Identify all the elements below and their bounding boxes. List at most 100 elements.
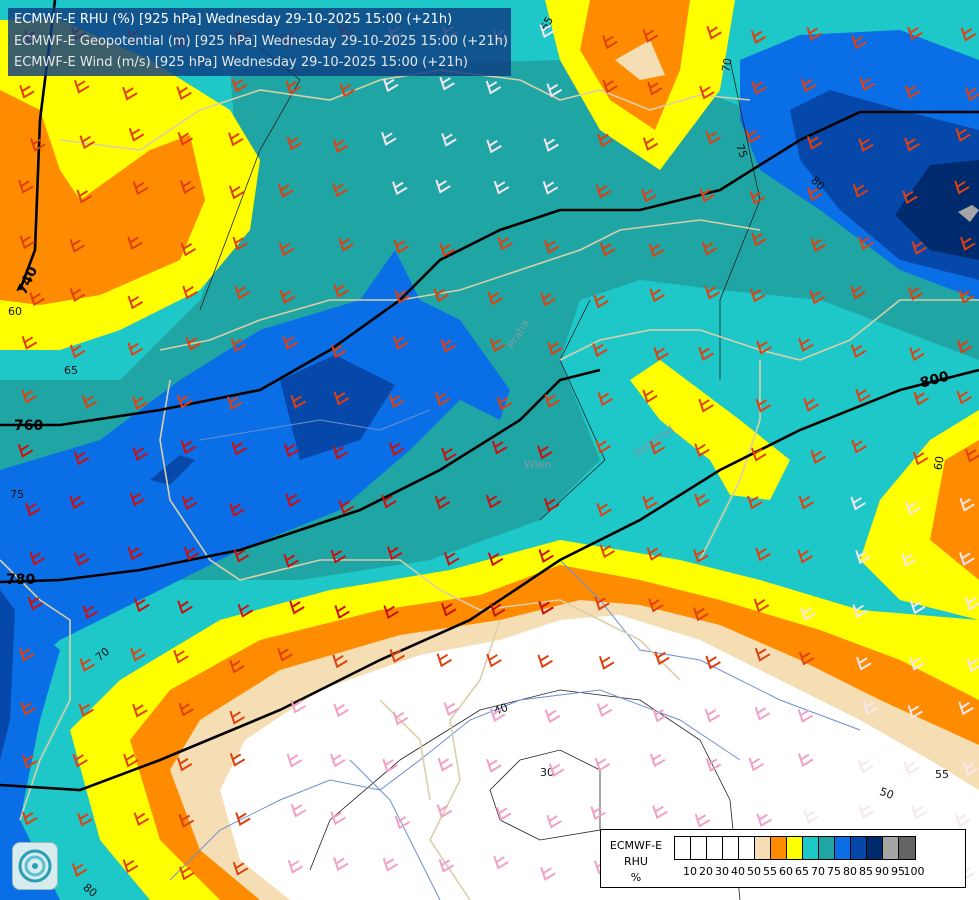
wind-barb (693, 607, 709, 622)
rhu-label: 40 (492, 701, 510, 718)
wind-barb (127, 342, 143, 357)
legend-ticks: 10 20 30 40 50 55 60 65 70 75 80 85 90 95 100 (674, 865, 964, 879)
wind-barb (856, 656, 872, 671)
legend-tick-label: 90 (875, 865, 889, 878)
wind-barb (27, 596, 44, 611)
wind-barb (389, 649, 406, 663)
wind-barb (232, 861, 249, 876)
wind-barb (21, 389, 38, 404)
wind-barb (383, 605, 399, 620)
wind-barb (600, 242, 616, 257)
rhu-80-area-tongue (0, 250, 510, 690)
wind-barb (180, 242, 197, 257)
wind-barb (439, 243, 455, 258)
wind-barb (597, 133, 613, 148)
wind-barb (965, 87, 979, 102)
wind-barb (493, 855, 509, 870)
wind-barb (810, 450, 826, 464)
wind-barb (290, 394, 306, 409)
wind-barb (489, 603, 506, 618)
wind-barb (756, 813, 772, 828)
wind-barb (282, 336, 298, 350)
wind-barb (20, 701, 36, 716)
wind-barb (642, 495, 658, 510)
wind-barb (486, 139, 502, 154)
wind-barb (19, 235, 36, 250)
wind-barb (179, 866, 195, 881)
wind-barb (705, 655, 721, 670)
legend-swatches (674, 836, 916, 860)
wind-barb (852, 604, 868, 619)
wind-barb (381, 132, 397, 146)
wind-barb (330, 753, 346, 768)
wind-barb (807, 187, 823, 202)
rhu-80-area-sw (0, 600, 60, 900)
wind-barb (176, 394, 193, 409)
wind-barb (546, 83, 563, 98)
wind-barb (285, 80, 301, 95)
wind-barb (229, 659, 245, 674)
wind-barb (286, 136, 303, 151)
wind-barb (333, 283, 349, 298)
wind-barb (540, 867, 556, 881)
wind-barb (134, 598, 150, 613)
wind-barb (648, 598, 664, 613)
wind-barb (907, 26, 923, 41)
wind-barb (544, 498, 560, 512)
rhu-60-area-nw (0, 90, 205, 305)
wind-barb (693, 549, 709, 563)
wind-barb (903, 761, 920, 775)
wind-barb (69, 288, 86, 302)
wind-barb (232, 236, 248, 251)
rivers (169, 409, 861, 900)
legend-tick-label: 65 (795, 865, 809, 878)
wind-barb (176, 757, 193, 772)
wind-barb (129, 492, 146, 507)
wind-barb (544, 709, 561, 724)
legend-title-line: RHU (624, 855, 648, 868)
wind-barb (537, 445, 553, 460)
wind-barb (751, 80, 767, 95)
wind-barb (809, 290, 826, 305)
wind-barb (439, 76, 455, 91)
wind-barb (597, 392, 614, 407)
wind-barb (338, 237, 354, 252)
wind-barb (954, 180, 970, 195)
wind-barb (493, 180, 510, 195)
wind-barb (233, 548, 250, 563)
rhu-95-area-ne (958, 205, 979, 222)
legend-swatch (723, 837, 739, 859)
wind-barb (18, 647, 35, 662)
wind-barb (592, 343, 608, 358)
wind-barb (228, 185, 245, 200)
wind-barb (443, 552, 460, 566)
rhu-label: 50 (878, 785, 896, 802)
wind-barb (859, 77, 875, 92)
wind-barb (22, 754, 38, 769)
wind-barb (123, 753, 139, 768)
rhu-label: 55 (935, 768, 949, 781)
wind-barb (596, 503, 612, 517)
legend-swatch (899, 837, 915, 859)
wind-barb (434, 495, 451, 510)
wind-barb (544, 240, 560, 254)
legend-swatch (803, 837, 819, 859)
wind-barb (852, 183, 869, 198)
legend-tick-label: 30 (715, 865, 729, 878)
wind-barb (547, 341, 563, 356)
wind-barb (22, 811, 38, 826)
wind-barb (806, 136, 823, 150)
wind-barb (435, 179, 451, 194)
wind-barb (649, 288, 665, 303)
wind-barb (491, 440, 508, 455)
legend-title-line: ECMWF-E (609, 839, 663, 852)
wind-barb (438, 858, 455, 873)
legend-swatch (867, 837, 883, 859)
wind-barb (436, 804, 453, 819)
wind-barb (701, 241, 718, 256)
wind-barb (647, 81, 663, 96)
wind-barb (749, 288, 766, 303)
wind-barb (386, 546, 403, 561)
wind-barb (382, 758, 398, 773)
wind-barb (596, 703, 613, 718)
